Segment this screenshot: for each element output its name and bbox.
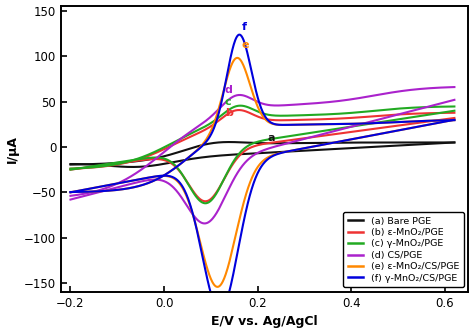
- Text: b: b: [225, 108, 233, 118]
- Text: d: d: [225, 85, 233, 95]
- Text: e: e: [241, 40, 249, 50]
- Legend: (a) Bare PGE, (b) ε-MnO₂/PGE, (c) γ-MnO₂/PGE, (d) CS/PGE, (e) ε-MnO₂/CS/PGE, (f): (a) Bare PGE, (b) ε-MnO₂/PGE, (c) γ-MnO₂…: [343, 212, 464, 287]
- X-axis label: E/V vs. Ag/AgCl: E/V vs. Ag/AgCl: [211, 315, 318, 328]
- Text: a: a: [267, 133, 274, 143]
- Y-axis label: I/μA: I/μA: [6, 135, 18, 163]
- Text: c: c: [225, 97, 232, 107]
- Text: f: f: [241, 22, 246, 32]
